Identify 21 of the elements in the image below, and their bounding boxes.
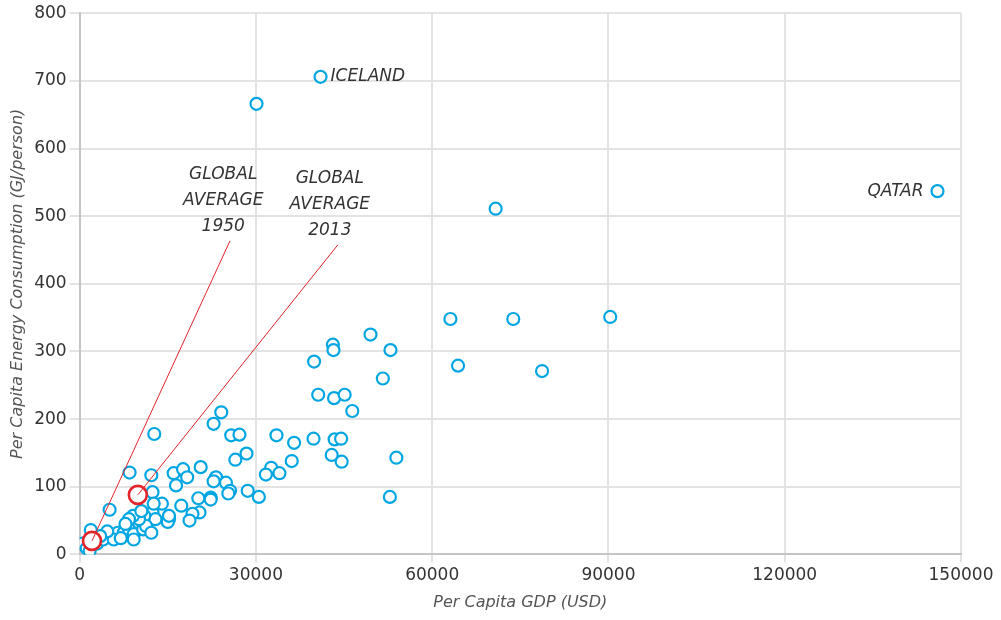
annotation: GLOBAL AVERAGE 1950 xyxy=(181,162,264,235)
annotation: QATAR xyxy=(867,179,924,200)
x-tick-label: 150000 xyxy=(928,564,994,585)
y-tick-label: 400 xyxy=(34,272,67,293)
y-tick-label: 200 xyxy=(34,407,67,428)
x-tick-label: 0 xyxy=(74,564,86,585)
y-tick-label: 700 xyxy=(34,69,67,90)
y-tick-label: 300 xyxy=(34,339,67,360)
y-tick-label: 800 xyxy=(34,1,67,22)
y-tick-label: 0 xyxy=(55,542,67,563)
x-tick-label: 30000 xyxy=(228,564,283,585)
annotation: ICELAND xyxy=(330,65,406,86)
x-tick-label: 60000 xyxy=(405,564,460,585)
x-tick-label: 120000 xyxy=(752,564,818,585)
x-axis-title: Per Capita GDP (USD) xyxy=(433,591,608,611)
y-tick-label: 100 xyxy=(34,475,67,496)
y-tick-label: 600 xyxy=(34,136,67,157)
y-axis-title: Per Capita Energy Consumption (GJ/person) xyxy=(6,108,26,459)
x-tick-label: 90000 xyxy=(581,564,636,585)
y-tick-label: 500 xyxy=(34,204,67,225)
annotation: GLOBAL AVERAGE 2013 xyxy=(288,166,371,239)
